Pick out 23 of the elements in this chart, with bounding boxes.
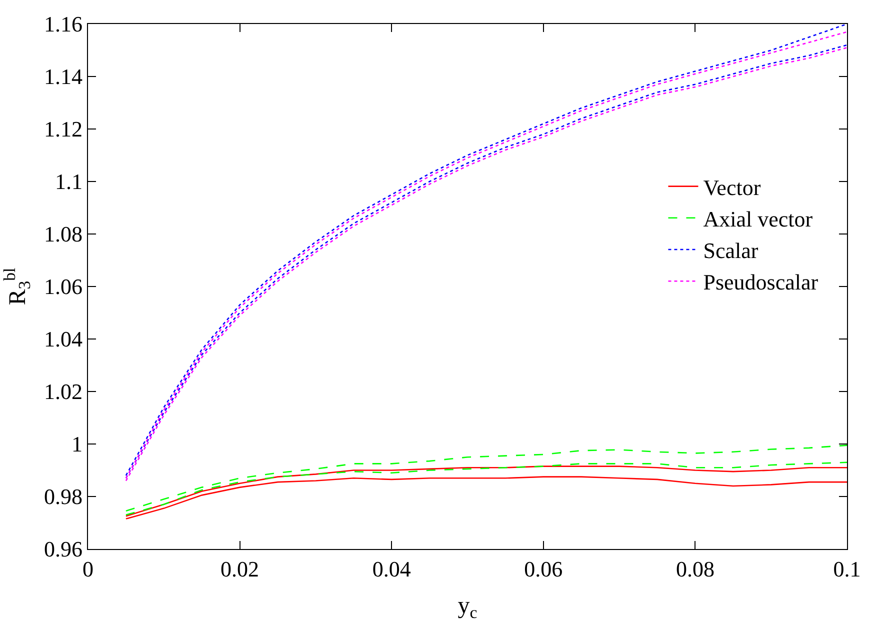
y-tick-label: 1.06: [44, 274, 82, 300]
x-tick-label: 0.02: [220, 556, 260, 582]
y-tick-label: 1.02: [44, 379, 82, 404]
y-tick-label: 0.98: [44, 484, 82, 510]
x-axis-title: y$_{c}$: [458, 592, 478, 622]
y-tick-label: 1.08: [44, 222, 82, 247]
legend-label: Scalar: [703, 238, 759, 264]
y-tick-label: 1: [71, 432, 82, 457]
y-tick-label: 0.96: [44, 536, 82, 562]
x-tick-label: 0.06: [524, 556, 563, 582]
x-tick-label: 0: [82, 556, 94, 582]
legend-label: Pseudoscalar: [703, 270, 819, 295]
y-tick-label: 1.12: [44, 116, 82, 142]
line-series: [125, 444, 847, 512]
x-tick-label: 0.04: [372, 556, 411, 582]
y-tick-label: 1.04: [44, 326, 82, 352]
legend-label: Axial vector: [703, 206, 814, 232]
legend-label: Vector: [703, 174, 762, 200]
y-tick-label: 1.1: [54, 169, 82, 194]
x-tick-label: 0.08: [676, 556, 714, 582]
x-tick-label: 0.1: [833, 556, 861, 582]
y-tick-label: 1.14: [44, 64, 82, 90]
y-tick-label: 1.16: [44, 12, 82, 37]
